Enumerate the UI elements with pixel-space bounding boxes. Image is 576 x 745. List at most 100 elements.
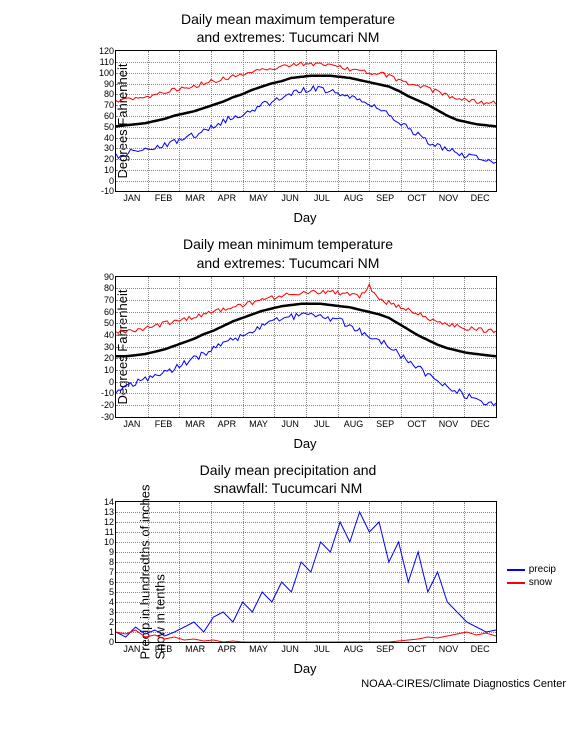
series-snow — [116, 630, 496, 642]
y-tick: 50 — [104, 122, 116, 132]
y-tick: 30 — [104, 143, 116, 153]
title-line1: Daily mean minimum temperature — [183, 236, 393, 252]
x-tick: NOV — [439, 191, 459, 203]
x-tick: DEC — [471, 417, 490, 429]
x-tick: FEB — [155, 191, 173, 203]
x-tick: FEB — [155, 642, 173, 654]
series-max — [116, 62, 496, 104]
y-tick: 7 — [109, 567, 116, 577]
title-line2: and extremes: Tucumcari NM — [197, 255, 380, 271]
y-tick: 100 — [99, 68, 116, 78]
x-tick: SEP — [376, 642, 394, 654]
y-tick: 2 — [109, 617, 116, 627]
y-tick: 60 — [104, 307, 116, 317]
x-tick: NOV — [439, 417, 459, 429]
y-tick: 120 — [99, 46, 116, 56]
legend-item: precip — [507, 564, 556, 575]
plot-area: -100102030405060708090100110120JANFEBMAR… — [115, 50, 497, 192]
y-tick: 10 — [104, 165, 116, 175]
y-tick: 80 — [104, 89, 116, 99]
footer-credit: NOAA-CIRES/Climate Diagnostics Center — [0, 678, 576, 690]
chart-precip: Daily mean precipitation and snawfall: Tu… — [0, 451, 576, 676]
title-line1: Daily mean maximum temperature — [181, 11, 395, 27]
chart-min_temp: Daily mean minimum temperature and extrem… — [0, 225, 576, 450]
series-min — [116, 313, 496, 406]
plot-area: 01234567891011121314JANFEBMARAPRMAYJUNJU… — [115, 501, 497, 643]
x-tick: FEB — [155, 417, 173, 429]
x-tick: JUN — [281, 191, 299, 203]
chart-svg — [116, 502, 496, 642]
x-axis-label: Day — [115, 210, 495, 225]
x-tick: APR — [218, 642, 237, 654]
chart-max_temp: Daily mean maximum temperature and extrem… — [0, 0, 576, 225]
x-tick: OCT — [407, 642, 426, 654]
legend-label: precip — [529, 564, 556, 575]
y-tick: -10 — [101, 186, 116, 196]
x-tick: MAR — [185, 417, 205, 429]
x-tick: APR — [218, 191, 237, 203]
x-tick: OCT — [407, 191, 426, 203]
y-tick: 0 — [109, 637, 116, 647]
x-tick: JAN — [123, 191, 140, 203]
legend-item: snow — [507, 577, 556, 588]
x-tick: JUL — [314, 417, 330, 429]
x-axis-label: Day — [115, 436, 495, 451]
chart-svg — [116, 51, 496, 191]
y-tick: 90 — [104, 272, 116, 282]
x-tick: MAY — [249, 417, 268, 429]
series-precip — [116, 512, 496, 637]
y-tick: 6 — [109, 577, 116, 587]
y-tick: 0 — [109, 377, 116, 387]
x-tick: MAR — [185, 191, 205, 203]
chart-title: Daily mean maximum temperature and extrem… — [0, 10, 576, 46]
x-tick: DEC — [471, 642, 490, 654]
chart-title: Daily mean minimum temperature and extrem… — [0, 235, 576, 271]
y-tick: 60 — [104, 111, 116, 121]
legend: precip snow — [507, 562, 556, 590]
y-tick: 5 — [109, 587, 116, 597]
y-tick: 10 — [104, 365, 116, 375]
chart-svg — [116, 277, 496, 417]
y-tick: 40 — [104, 133, 116, 143]
x-tick: AUG — [344, 191, 364, 203]
y-tick: 13 — [104, 507, 116, 517]
x-tick: JUN — [281, 642, 299, 654]
plot-area: -30-20-100102030405060708090JANFEBMARAPR… — [115, 276, 497, 418]
x-tick: APR — [218, 417, 237, 429]
series-mean — [116, 76, 496, 127]
legend-swatch — [507, 569, 525, 571]
y-tick: 12 — [104, 517, 116, 527]
series-max — [116, 284, 496, 333]
x-axis-label: Day — [115, 661, 495, 676]
x-tick: AUG — [344, 417, 364, 429]
x-tick: JUL — [314, 191, 330, 203]
title-line1: Daily mean precipitation and — [200, 462, 377, 478]
y-tick: 70 — [104, 100, 116, 110]
y-tick: 40 — [104, 330, 116, 340]
x-tick: JUN — [281, 417, 299, 429]
y-tick: 50 — [104, 318, 116, 328]
y-tick: 10 — [104, 537, 116, 547]
y-tick: 1 — [109, 627, 116, 637]
y-tick: -10 — [101, 388, 116, 398]
x-tick: JAN — [123, 642, 140, 654]
y-tick: 4 — [109, 597, 116, 607]
y-tick: -30 — [101, 412, 116, 422]
y-tick: 8 — [109, 557, 116, 567]
x-tick: SEP — [376, 417, 394, 429]
y-tick: 11 — [105, 527, 116, 537]
title-line2: snawfall: Tucumcari NM — [214, 480, 363, 496]
chart-title: Daily mean precipitation and snawfall: Tu… — [0, 461, 576, 497]
x-tick: JUL — [314, 642, 330, 654]
x-tick: OCT — [407, 417, 426, 429]
title-line2: and extremes: Tucumcari NM — [197, 29, 380, 45]
x-tick: MAR — [185, 642, 205, 654]
y-tick: 3 — [109, 607, 116, 617]
x-tick: MAY — [249, 191, 268, 203]
y-tick: 20 — [104, 353, 116, 363]
y-tick: 14 — [104, 497, 116, 507]
legend-label: snow — [529, 577, 552, 588]
y-tick: -20 — [101, 400, 116, 410]
y-tick: 70 — [104, 295, 116, 305]
x-tick: SEP — [376, 191, 394, 203]
